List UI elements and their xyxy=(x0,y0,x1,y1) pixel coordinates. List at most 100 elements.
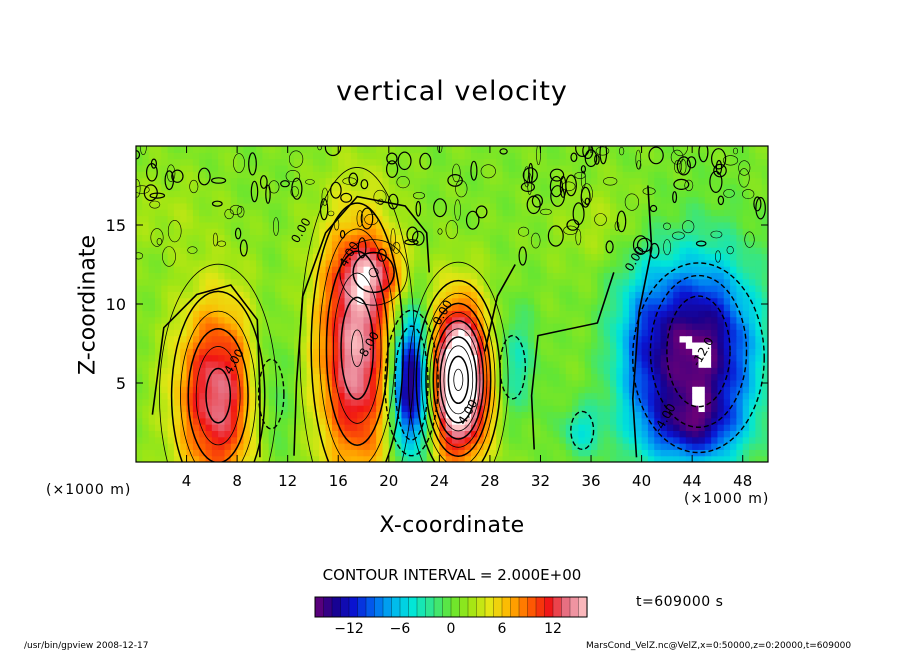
heatmap-cell xyxy=(515,348,523,356)
heatmap-cell xyxy=(363,341,371,349)
heatmap-cell xyxy=(603,348,611,356)
heatmap-cell xyxy=(477,152,485,160)
heatmap-cell xyxy=(610,322,617,330)
heatmap-cell xyxy=(180,158,188,166)
heatmap-cell xyxy=(211,177,219,185)
heatmap-cell xyxy=(205,443,213,450)
heatmap-cell xyxy=(527,322,535,330)
heatmap-cell xyxy=(559,259,567,267)
heatmap-cell xyxy=(338,146,346,153)
heatmap-cell xyxy=(502,228,510,236)
heatmap-cell xyxy=(717,291,725,299)
heatmap-cell xyxy=(736,272,744,280)
heatmap-cell xyxy=(742,424,750,431)
heatmap-cell xyxy=(445,424,453,431)
heatmap-cell xyxy=(591,291,598,299)
heatmap-cell xyxy=(199,215,207,223)
heatmap-cell xyxy=(426,240,434,248)
heatmap-cell xyxy=(628,285,636,292)
heatmap-cell xyxy=(673,316,681,324)
heatmap-cell xyxy=(180,190,188,198)
heatmap-cell xyxy=(268,354,276,362)
heatmap-cell xyxy=(755,215,763,223)
heatmap-cell xyxy=(325,171,333,179)
heatmap-cell xyxy=(338,424,346,431)
heatmap-cell xyxy=(363,398,371,406)
heatmap-cell xyxy=(237,392,245,400)
heatmap-cell xyxy=(357,215,365,223)
heatmap-cell xyxy=(445,430,453,438)
heatmap-cell xyxy=(603,297,611,305)
heatmap-cell xyxy=(470,152,478,160)
heatmap-cell xyxy=(199,297,207,305)
heatmap-cell xyxy=(344,259,352,267)
heatmap-cell xyxy=(161,392,169,400)
heatmap-cell xyxy=(692,253,700,261)
heatmap-cell xyxy=(711,348,719,356)
heatmap-cell xyxy=(256,164,263,172)
heatmap-cell xyxy=(761,329,768,337)
heatmap-cell xyxy=(414,272,421,280)
heatmap-cell xyxy=(692,316,700,324)
heatmap-cell xyxy=(742,354,750,362)
heatmap-cell xyxy=(723,348,731,356)
heatmap-cell xyxy=(249,405,257,413)
heatmap-cell xyxy=(344,430,352,438)
heatmap-cell xyxy=(287,443,295,450)
heatmap-cell xyxy=(350,247,358,255)
heatmap-cell xyxy=(572,259,579,267)
heatmap-cell xyxy=(647,455,655,462)
heatmap-cell xyxy=(256,247,263,255)
heatmap-cell xyxy=(186,443,194,450)
heatmap-cell xyxy=(395,266,403,273)
heatmap-cell xyxy=(445,272,453,280)
heatmap-cell xyxy=(211,266,219,273)
heatmap-cell xyxy=(154,278,162,286)
heatmap-cell xyxy=(275,291,282,299)
heatmap-cell xyxy=(761,417,768,425)
heatmap-cell xyxy=(401,316,409,324)
heatmap-cell xyxy=(470,234,478,242)
heatmap-cell xyxy=(647,304,655,311)
heatmap-cell xyxy=(502,360,510,368)
heatmap-cell xyxy=(199,367,207,375)
heatmap-cell xyxy=(262,436,270,444)
heatmap-cell xyxy=(376,386,384,394)
heatmap-cell xyxy=(698,304,706,311)
heatmap-cell xyxy=(275,259,282,267)
heatmap-cell xyxy=(306,234,314,242)
heatmap-cell xyxy=(167,297,175,305)
heatmap-cell xyxy=(591,164,598,172)
heatmap-cell xyxy=(154,411,162,419)
heatmap-cell xyxy=(439,436,447,444)
heatmap-cell xyxy=(534,386,542,394)
heatmap-cell xyxy=(262,335,270,343)
heatmap-cell xyxy=(749,379,756,387)
heatmap-cell xyxy=(325,405,333,413)
heatmap-cell xyxy=(742,234,750,242)
heatmap-cell xyxy=(407,348,415,356)
heatmap-cell xyxy=(205,285,213,292)
heatmap-cell xyxy=(306,259,314,267)
heatmap-cell xyxy=(730,455,737,462)
heatmap-cell xyxy=(161,196,169,204)
heatmap-cell xyxy=(508,304,516,311)
heatmap-cell xyxy=(350,234,358,242)
heatmap-cell xyxy=(616,278,624,286)
heatmap-cell xyxy=(287,164,295,172)
heatmap-cell xyxy=(268,304,276,311)
heatmap-cell xyxy=(224,386,232,394)
heatmap-cell xyxy=(186,304,194,311)
heatmap-cell xyxy=(521,297,529,305)
heatmap-cell xyxy=(666,335,674,343)
heatmap-cell xyxy=(698,190,706,198)
heatmap-cell xyxy=(243,228,251,236)
heatmap-cell xyxy=(628,209,636,217)
heatmap-cell xyxy=(180,373,188,381)
heatmap-cell xyxy=(578,411,586,419)
heatmap-cell xyxy=(224,177,232,185)
heatmap-cell xyxy=(660,316,668,324)
heatmap-cell xyxy=(161,430,169,438)
heatmap-cell xyxy=(483,272,491,280)
heatmap-cell xyxy=(489,164,497,172)
